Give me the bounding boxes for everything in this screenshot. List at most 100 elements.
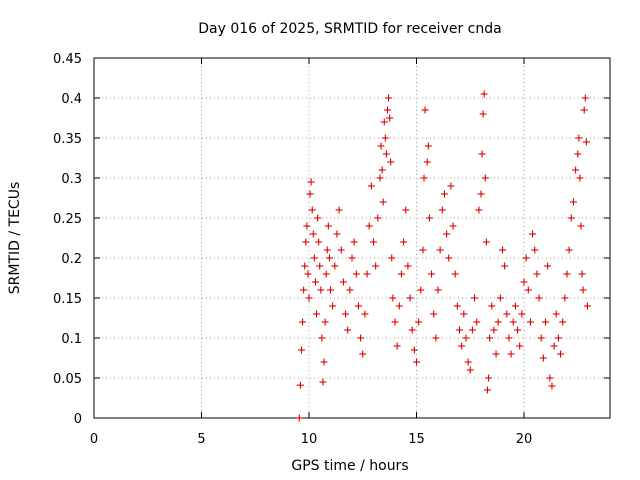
- data-point: [400, 238, 408, 246]
- data-point: [499, 246, 506, 254]
- data-point: [552, 310, 560, 318]
- y-tick-label: 0.3: [61, 172, 82, 187]
- data-point: [311, 278, 319, 286]
- x-tick-labels: 0 5 10 15 20: [90, 432, 532, 447]
- x-tick-label: 0: [90, 432, 98, 447]
- data-point: [323, 246, 331, 254]
- data-point: [308, 206, 316, 214]
- data-point: [331, 262, 339, 270]
- data-point: [486, 334, 494, 342]
- data-point: [417, 286, 425, 294]
- y-tick-label: 0.1: [61, 332, 82, 347]
- data-point: [578, 270, 586, 278]
- data-point: [518, 310, 526, 318]
- data-point: [501, 262, 509, 270]
- data-point: [391, 318, 399, 326]
- data-point: [514, 326, 522, 334]
- data-point: [438, 206, 446, 214]
- data-point: [320, 358, 328, 366]
- data-point: [520, 278, 528, 286]
- y-tick-label: 0.05: [53, 372, 82, 387]
- axis-ticks: [93, 57, 610, 419]
- data-point: [304, 270, 312, 278]
- data-point: [333, 230, 341, 238]
- data-point: [325, 254, 333, 262]
- data-point: [440, 190, 448, 198]
- data-point: [397, 270, 405, 278]
- data-point: [583, 302, 591, 310]
- data-point: [386, 114, 394, 122]
- data-point: [468, 326, 476, 334]
- data-point: [480, 90, 488, 98]
- data-point: [574, 150, 582, 158]
- x-tick-label: 20: [516, 432, 533, 447]
- data-series-srmtid: [295, 90, 591, 422]
- data-point: [447, 182, 455, 190]
- data-point: [563, 270, 571, 278]
- data-point: [377, 142, 385, 150]
- data-point: [511, 302, 519, 310]
- data-point: [464, 358, 472, 366]
- data-point: [302, 238, 310, 246]
- data-point: [408, 326, 416, 334]
- data-point: [485, 374, 493, 382]
- data-point: [529, 230, 537, 238]
- data-point: [348, 254, 356, 262]
- data-point: [430, 310, 438, 318]
- y-tick-label: 0.35: [53, 132, 82, 147]
- data-point: [507, 350, 515, 358]
- data-point: [531, 246, 539, 254]
- data-point: [471, 294, 479, 302]
- data-point: [379, 198, 387, 206]
- data-point: [310, 254, 318, 262]
- data-point: [335, 206, 343, 214]
- data-point: [554, 334, 562, 342]
- data-point: [557, 350, 565, 358]
- data-point: [482, 238, 490, 246]
- data-point: [432, 334, 440, 342]
- data-point: [296, 381, 304, 389]
- data-point: [490, 326, 498, 334]
- data-point: [303, 222, 311, 230]
- data-point: [318, 334, 326, 342]
- data-point: [322, 270, 330, 278]
- data-point: [380, 118, 388, 126]
- data-point: [367, 182, 375, 190]
- data-point: [462, 334, 470, 342]
- data-point: [352, 270, 360, 278]
- data-point: [582, 138, 590, 146]
- data-point: [577, 222, 585, 230]
- data-point: [496, 294, 504, 302]
- data-point: [314, 214, 322, 222]
- data-point: [445, 254, 453, 262]
- plot-frame: [93, 57, 611, 419]
- data-point: [580, 106, 588, 114]
- data-point: [385, 94, 393, 102]
- data-point: [374, 214, 382, 222]
- data-point: [316, 262, 324, 270]
- data-point: [421, 106, 429, 114]
- data-point: [494, 318, 502, 326]
- data-point: [372, 262, 380, 270]
- data-point: [357, 334, 365, 342]
- x-tick-label: 15: [408, 432, 425, 447]
- data-point: [516, 342, 524, 350]
- data-point: [565, 246, 573, 254]
- data-point: [559, 318, 567, 326]
- y-tick-labels: 0 0.05 0.1 0.15 0.2 0.25 0.3 0.35 0.4 0.45: [53, 52, 82, 427]
- data-point: [436, 246, 444, 254]
- data-point: [466, 366, 474, 374]
- data-point: [546, 374, 554, 382]
- data-point: [295, 414, 303, 422]
- data-point: [410, 346, 418, 354]
- data-point: [477, 190, 485, 198]
- data-point: [363, 270, 371, 278]
- data-point: [329, 302, 337, 310]
- data-point: [569, 198, 577, 206]
- data-point: [378, 166, 386, 174]
- data-point: [420, 174, 428, 182]
- data-point: [572, 166, 580, 174]
- data-point: [425, 214, 433, 222]
- data-point: [337, 246, 345, 254]
